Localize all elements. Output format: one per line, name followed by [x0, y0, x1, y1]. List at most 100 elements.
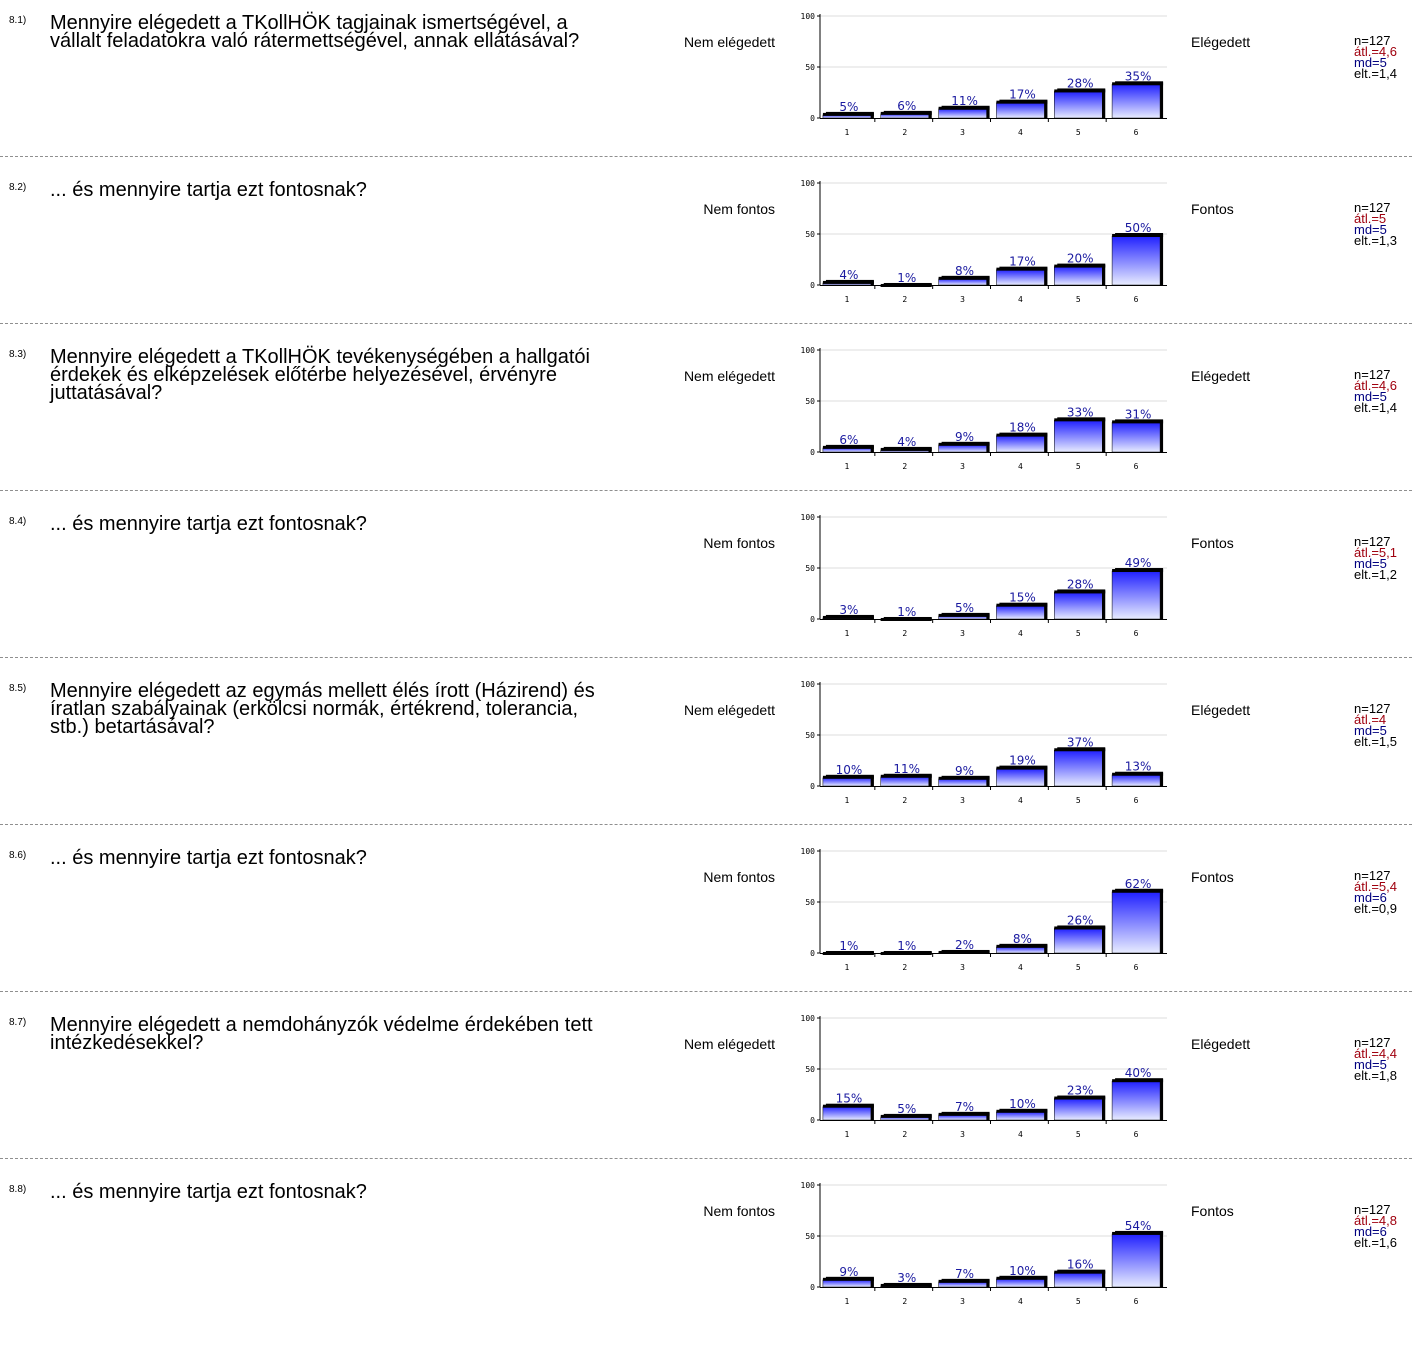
stat-n: n=127: [1354, 868, 1391, 883]
bar: [938, 444, 987, 453]
x-tick-label: 6: [1134, 295, 1139, 304]
y-tick-label: 0: [810, 949, 815, 958]
x-tick-label: 3: [960, 462, 965, 471]
stats-block: n=127 átl.=5,1 md=5 elt.=1,2: [1354, 534, 1397, 581]
stat-n: n=127: [1354, 367, 1391, 382]
scale-left-label: Nem fontos: [703, 201, 775, 217]
y-tick-label: 100: [801, 847, 816, 856]
y-tick-label: 100: [801, 513, 816, 522]
bar-top-edge: [1054, 1270, 1106, 1274]
stat-average: átl.=4,6: [1354, 378, 1398, 393]
bar-top-edge: [938, 950, 990, 954]
bar-value-label: 28%: [1067, 76, 1094, 90]
bar-value-label: 1%: [839, 939, 858, 953]
bar-value-label: 17%: [1009, 255, 1036, 269]
bar: [1111, 774, 1161, 787]
stat-n: n=127: [1354, 701, 1391, 716]
bar: [1054, 91, 1103, 119]
y-tick-label: 100: [801, 1181, 816, 1190]
question-number: 8.6): [9, 850, 27, 861]
question-text: ... és mennyire tartja ezt fontosnak?: [50, 513, 367, 535]
stat-deviation: elt.=1,8: [1354, 1068, 1398, 1083]
x-tick-label: 5: [1076, 295, 1081, 304]
separator: [0, 824, 1412, 825]
bar-chart: 0 50 100 3% 1 1% 2 5% 3 15% 4 28% 5 49% 6: [801, 513, 1167, 638]
stat-average: átl.=4,8: [1354, 1213, 1398, 1228]
bar-top-edge: [822, 615, 874, 619]
bar: [822, 1279, 872, 1288]
scale-right-label: Fontos: [1191, 1203, 1234, 1219]
x-tick-label: 4: [1018, 295, 1023, 304]
stats-block: n=127 átl.=4,8 md=6 elt.=1,6: [1354, 1203, 1398, 1249]
question-text: ... és mennyire tartja ezt fontosnak?: [50, 847, 367, 869]
bar-value-label: 26%: [1067, 913, 1094, 927]
bar-value-label: 9%: [955, 430, 974, 444]
bar: [996, 269, 1045, 286]
x-tick-label: 4: [1018, 1130, 1023, 1139]
stat-average: átl.=5,4: [1354, 879, 1398, 894]
bar-top-edge: [1054, 264, 1106, 268]
bar-chart: 0 50 100 5% 1 6% 2 11% 3 17% 4 28% 5 35% 6: [801, 12, 1167, 137]
bar: [1054, 266, 1103, 286]
stat-median: md=5: [1354, 222, 1387, 237]
bar-value-label: 8%: [955, 264, 974, 278]
bar-value-label: 49%: [1125, 556, 1152, 570]
question-text: Mennyire elégedett a nemdohányzók védelm…: [50, 1014, 593, 1054]
bar-top-edge: [880, 447, 932, 451]
bar-value-label: 19%: [1009, 754, 1036, 768]
bar-value-label: 23%: [1067, 1084, 1094, 1098]
bar-top-edge: [880, 1114, 932, 1118]
bar-value-label: 5%: [897, 1102, 916, 1116]
bar-top-edge: [1112, 1079, 1164, 1083]
bar-value-label: 31%: [1125, 407, 1152, 421]
bar-value-label: 5%: [839, 100, 858, 114]
bar-value-label: 40%: [1125, 1066, 1152, 1080]
bar: [1054, 1272, 1103, 1288]
bar-value-label: 3%: [897, 1271, 916, 1285]
stat-n: n=127: [1354, 1035, 1391, 1050]
bar-top-edge: [822, 1104, 874, 1108]
y-tick-label: 100: [801, 1014, 816, 1023]
stat-deviation: elt.=0,9: [1354, 901, 1398, 916]
bar-top-edge: [880, 617, 932, 621]
stats-block: n=127 átl.=4,4 md=5 elt.=1,8: [1354, 1035, 1398, 1083]
x-tick-label: 3: [960, 963, 965, 972]
bar-top-edge: [822, 445, 874, 449]
bar-top-edge: [996, 766, 1048, 770]
x-tick-label: 4: [1018, 796, 1023, 805]
y-tick-label: 0: [810, 448, 815, 457]
bar-top-edge: [1112, 82, 1164, 86]
bar: [1111, 891, 1161, 954]
y-tick-label: 0: [810, 1283, 815, 1292]
bar-top-edge: [880, 111, 932, 115]
question-block: 8.6) ... és mennyire tartja ezt fontosnak…: [0, 847, 1412, 1014]
stat-median: md=5: [1354, 389, 1387, 404]
bar-top-edge: [880, 951, 932, 955]
scale-left-label: Nem fontos: [703, 1203, 775, 1219]
y-tick-label: 100: [801, 12, 816, 21]
stats-block: n=127 átl.=4 md=5 elt.=1,5: [1354, 701, 1397, 748]
question-number: 8.4): [9, 516, 27, 527]
separator: [0, 490, 1412, 491]
x-tick-label: 5: [1076, 462, 1081, 471]
bar-value-label: 7%: [955, 1267, 974, 1281]
stat-median: md=5: [1354, 556, 1387, 571]
question-text: ... és mennyire tartja ezt fontosnak?: [50, 1181, 367, 1203]
scale-right-label: Elégedett: [1191, 34, 1251, 50]
stats-block: n=127 átl.=5,4 md=6 elt.=0,9: [1354, 868, 1398, 916]
stat-median: md=5: [1354, 723, 1387, 738]
bar: [1111, 1233, 1161, 1288]
bar-top-edge: [1054, 1096, 1106, 1100]
y-tick-label: 50: [805, 230, 815, 239]
bar: [1054, 420, 1103, 453]
bar-value-label: 13%: [1125, 760, 1152, 774]
question-number: 8.1): [9, 15, 27, 26]
scale-right-label: Elégedett: [1191, 1036, 1251, 1052]
y-tick-label: 0: [810, 1116, 815, 1125]
x-tick-label: 1: [845, 963, 850, 972]
stats-block: n=127 átl.=4,6 md=5 elt.=1,4: [1354, 34, 1397, 80]
stat-n: n=127: [1354, 534, 1391, 549]
x-tick-label: 4: [1018, 963, 1023, 972]
bar-value-label: 62%: [1125, 877, 1152, 891]
